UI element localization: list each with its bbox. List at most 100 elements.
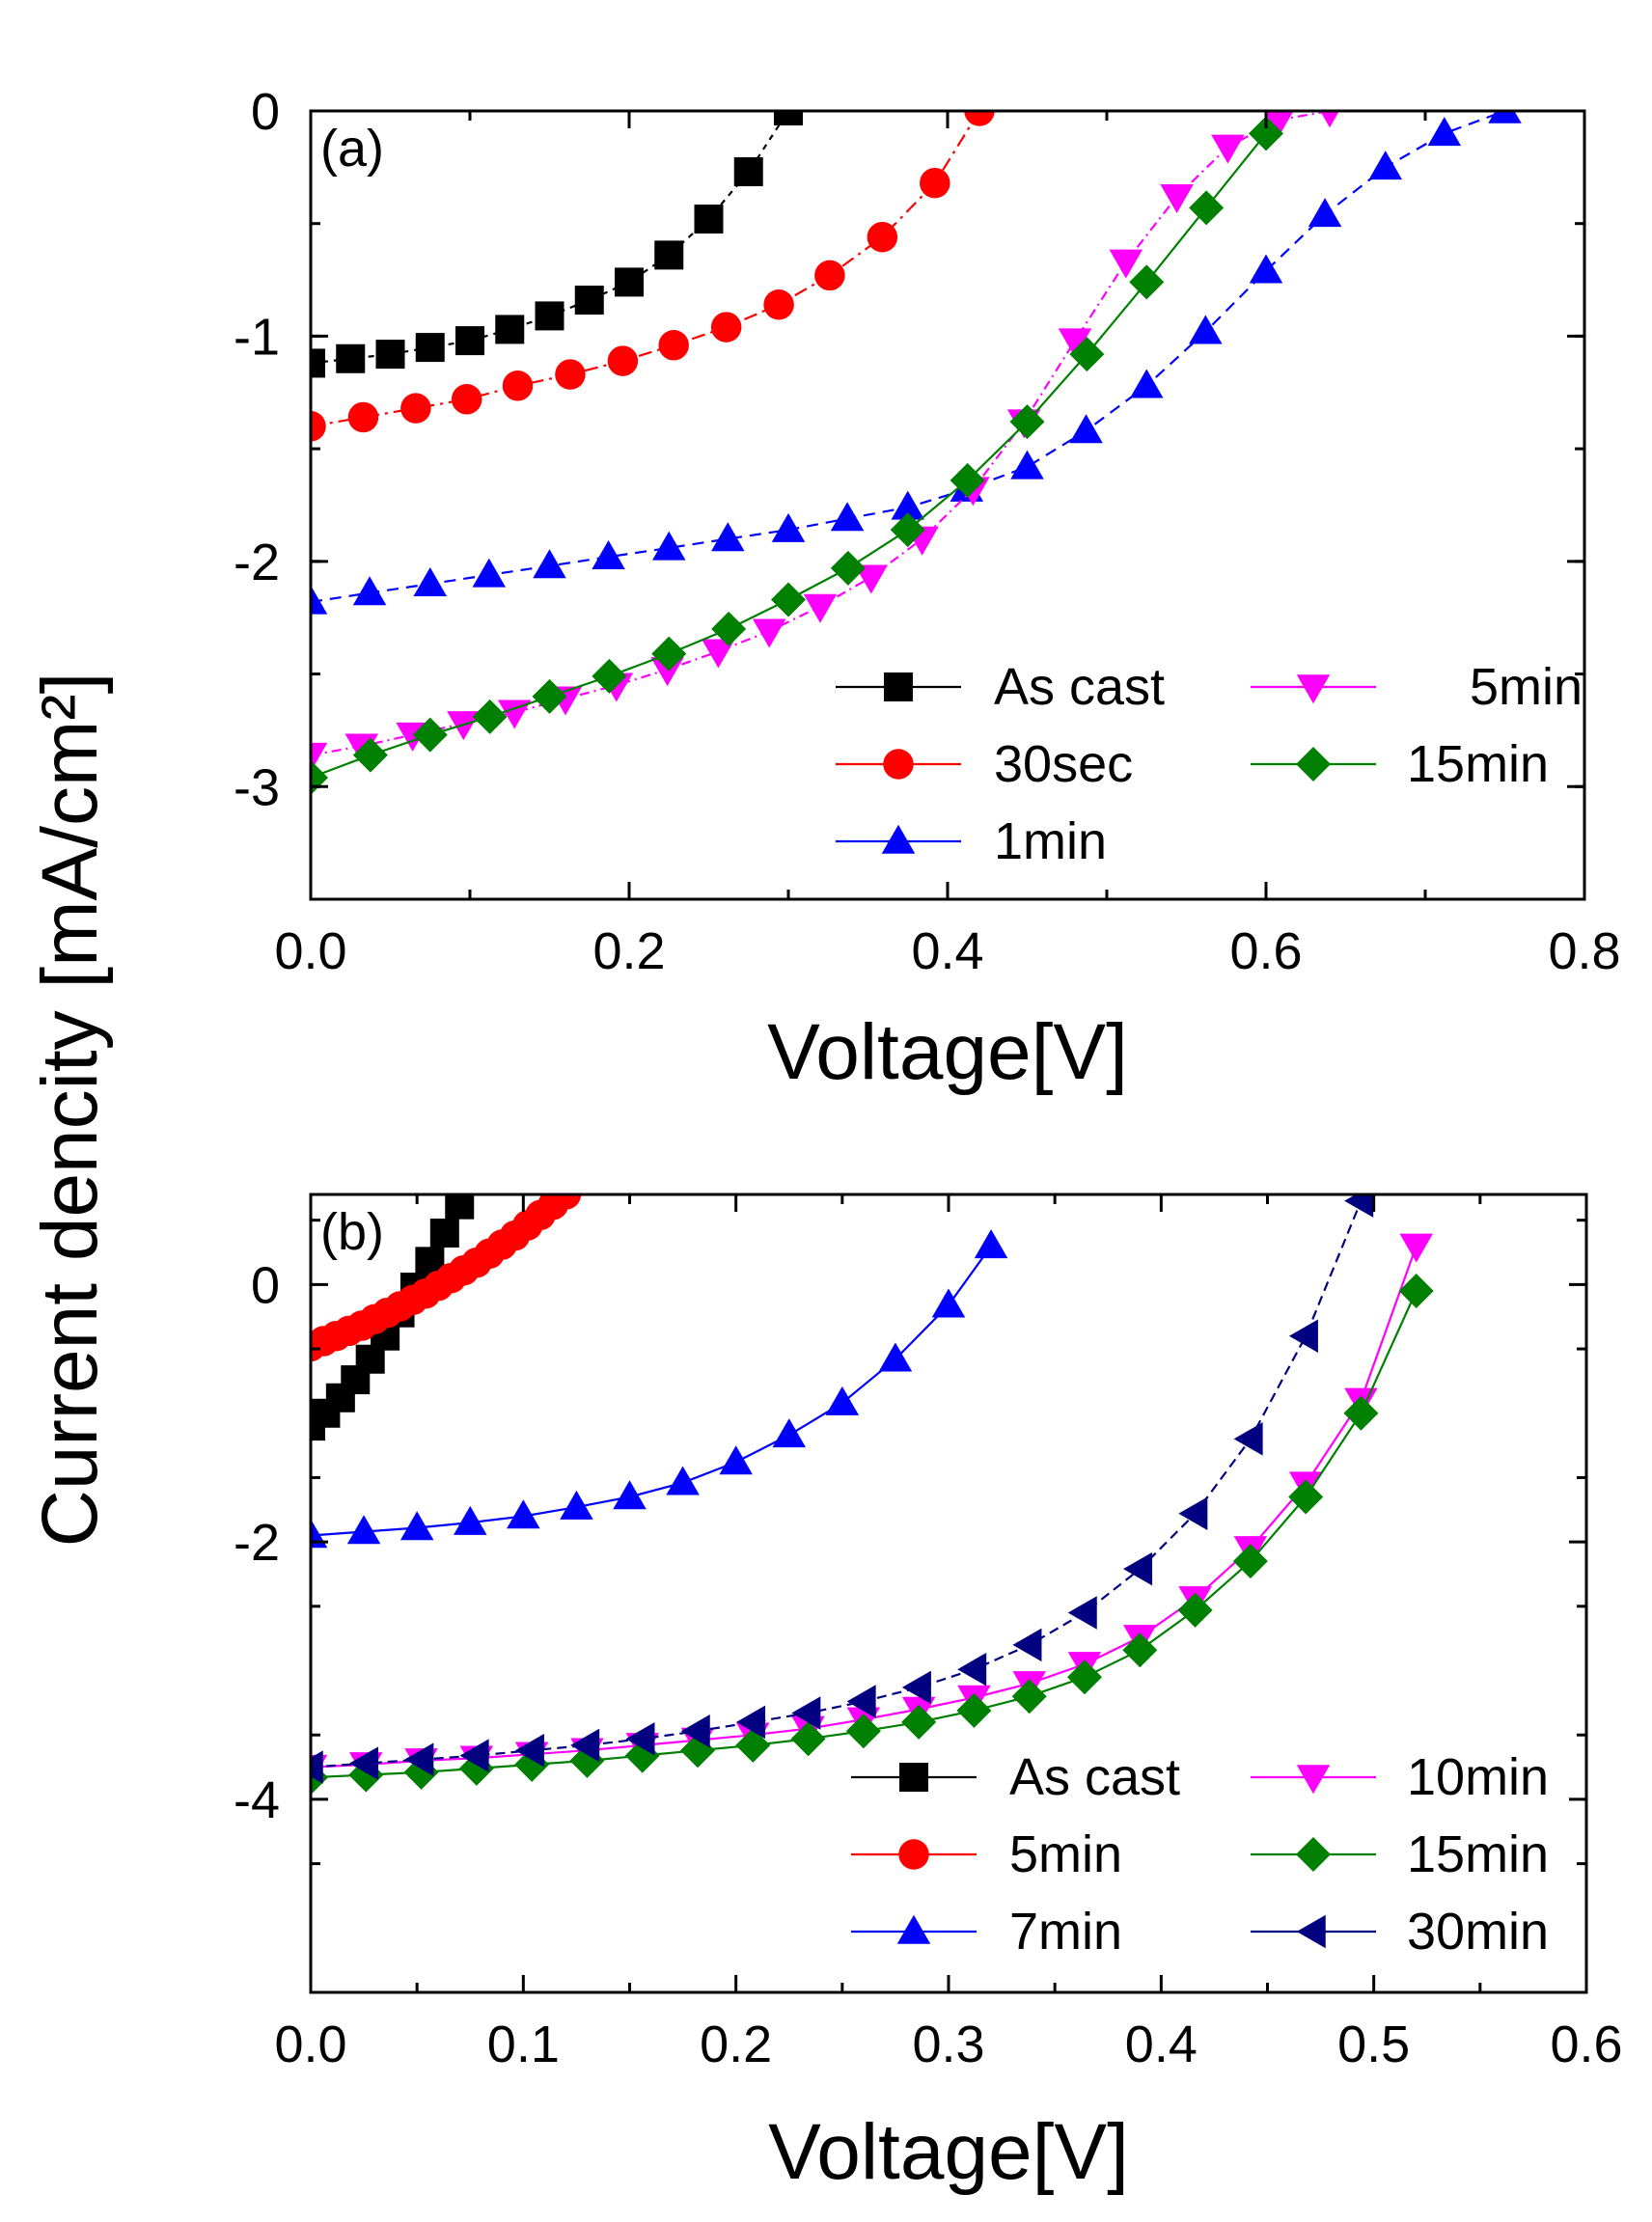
data-point-a-2-2 xyxy=(413,566,447,596)
data-point-b-4-15 xyxy=(1122,1632,1158,1668)
data-point-a-3-20 xyxy=(1320,111,1339,128)
data-point-a-0-9 xyxy=(654,240,684,270)
data-point-b-2-5 xyxy=(560,1490,593,1520)
data-point-b-4-11 xyxy=(901,1704,937,1740)
series-line-b-5 xyxy=(311,1200,1363,1769)
x-tick-label-b-0: 0.0 xyxy=(274,2016,346,2073)
legend-label-b-2: 7min xyxy=(1009,1903,1122,1961)
series-layer-b xyxy=(311,1194,1434,1796)
data-point-a-1-2 xyxy=(400,393,431,424)
legend-label-b-4: 15min xyxy=(1407,1825,1549,1883)
data-point-a-1-3 xyxy=(451,384,482,415)
data-point-a-4-5 xyxy=(592,658,627,694)
legend-label-a-4: 15min xyxy=(1407,735,1549,793)
data-point-b-5-19 xyxy=(1344,1194,1374,1218)
legend-marker-b-1 xyxy=(898,1839,929,1870)
data-point-b-5-6 xyxy=(625,1721,655,1756)
data-point-b-2-11 xyxy=(878,1342,913,1372)
x-tick-label-a-2: 0.4 xyxy=(911,922,983,980)
data-point-b-5-13 xyxy=(1012,1628,1042,1662)
data-point-a-0-10 xyxy=(694,205,724,234)
legend-label-a-3: 5min xyxy=(1470,658,1583,716)
data-point-a-3-19 xyxy=(1263,111,1294,137)
data-point-a-2-18 xyxy=(1368,151,1402,180)
data-point-a-0-6 xyxy=(535,301,564,331)
y-tick-label-b-2: -4 xyxy=(234,1771,280,1829)
x-axis-title-a: Voltage[V] xyxy=(767,1008,1128,1096)
x-tick-label-a-3: 0.6 xyxy=(1229,922,1302,980)
legend-marker-b-5 xyxy=(1296,1914,1326,1949)
data-point-a-2-19 xyxy=(1427,117,1462,147)
data-point-b-5-11 xyxy=(901,1670,931,1705)
data-point-a-0-3 xyxy=(415,333,445,363)
data-point-b-2-13 xyxy=(974,1229,1008,1259)
x-tick-label-b-6: 0.6 xyxy=(1550,2016,1622,2073)
data-point-b-4-14 xyxy=(1067,1660,1103,1695)
data-point-a-4-13 xyxy=(1069,337,1105,372)
data-point-b-4-19 xyxy=(1343,1395,1379,1431)
data-point-b-0-10 xyxy=(445,1194,475,1220)
data-point-a-0-1 xyxy=(336,343,366,373)
data-point-a-1-13 xyxy=(964,111,995,126)
data-point-a-4-16 xyxy=(1249,116,1283,151)
data-point-a-1-1 xyxy=(347,401,379,433)
data-point-b-2-2 xyxy=(399,1511,434,1541)
data-point-a-1-9 xyxy=(763,288,794,320)
legend-marker-b-3 xyxy=(1296,1765,1331,1795)
data-point-b-2-6 xyxy=(613,1480,647,1510)
data-point-b-5-9 xyxy=(791,1696,821,1730)
data-point-b-4-10 xyxy=(845,1714,881,1749)
series-line-b-3 xyxy=(311,1246,1418,1769)
data-point-a-1-11 xyxy=(867,221,898,253)
data-point-b-5-14 xyxy=(1067,1596,1097,1630)
data-point-a-1-8 xyxy=(710,312,742,343)
y-tick-label-a-3: -3 xyxy=(234,758,280,816)
data-point-b-4-13 xyxy=(1011,1679,1047,1715)
series-line-a-1 xyxy=(311,111,980,427)
data-point-a-2-10 xyxy=(891,490,924,520)
data-point-a-4-14 xyxy=(1129,264,1165,300)
data-point-a-0-4 xyxy=(455,326,484,356)
axis-ticks-a: 0.0 0.2 0.4 0.6 0.8 0 -1 -2 -3 xyxy=(234,83,1621,980)
data-point-a-1-12 xyxy=(920,167,950,199)
data-point-b-5-17 xyxy=(1233,1422,1263,1456)
data-point-a-3-4 xyxy=(497,700,532,729)
data-point-a-0-11 xyxy=(733,157,763,187)
data-point-a-4-2 xyxy=(412,717,448,753)
data-point-a-3-9 xyxy=(752,618,786,648)
data-point-b-2-1 xyxy=(346,1515,381,1545)
y-tick-label-a-2: -2 xyxy=(234,534,280,591)
data-point-a-0-5 xyxy=(495,315,525,344)
data-point-a-2-9 xyxy=(830,502,865,532)
legend-marker-a-0 xyxy=(884,672,913,701)
data-point-a-4-11 xyxy=(950,462,985,498)
y-tick-label-b-0: 0 xyxy=(251,1256,280,1314)
data-point-a-4-1 xyxy=(352,737,388,773)
data-point-a-2-3 xyxy=(472,558,507,588)
data-point-b-1-20 xyxy=(550,1194,582,1210)
data-point-b-5-2 xyxy=(404,1742,434,1776)
data-point-b-4-16 xyxy=(1177,1592,1213,1628)
data-point-a-2-8 xyxy=(771,512,806,542)
data-point-b-4-12 xyxy=(956,1692,992,1728)
legend-marker-a-2 xyxy=(881,824,916,854)
legend-marker-b-0 xyxy=(899,1763,928,1792)
legend-label-a-0: As cast xyxy=(994,658,1165,716)
data-point-b-5-5 xyxy=(570,1728,600,1763)
data-point-b-4-20 xyxy=(1398,1274,1434,1309)
data-point-a-3-7 xyxy=(650,657,684,687)
data-point-b-5-15 xyxy=(1123,1551,1153,1586)
panel-label-a: (a) xyxy=(320,120,384,178)
data-point-b-5-8 xyxy=(736,1705,766,1740)
x-axis-title-b: Voltage[V] xyxy=(768,2108,1129,2196)
legend-label-b-1: 5min xyxy=(1009,1825,1122,1883)
legend-label-a-1: 30sec xyxy=(994,735,1133,793)
data-point-a-0-2 xyxy=(375,340,405,370)
x-tick-label-b-1: 0.1 xyxy=(487,2016,560,2073)
data-point-a-0-0 xyxy=(311,348,325,378)
data-point-b-2-8 xyxy=(719,1445,753,1475)
legend-label-b-3: 10min xyxy=(1407,1748,1549,1806)
data-point-a-2-20 xyxy=(1488,111,1522,123)
data-point-a-1-0 xyxy=(311,411,326,442)
legend-label-a-2: 1min xyxy=(994,812,1107,870)
